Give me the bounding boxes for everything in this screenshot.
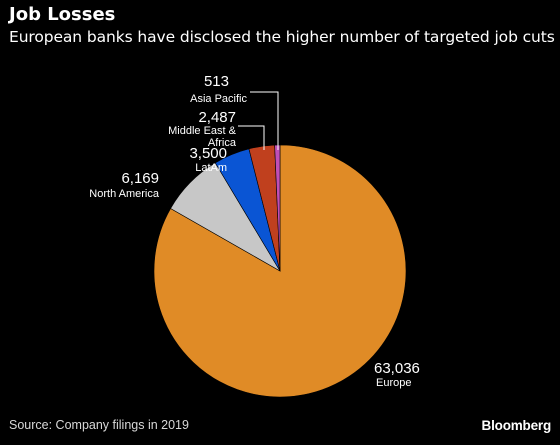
pie-slice-asia-pacific [274,144,281,272]
source-note: Source: Company filings in 2019 [9,418,189,432]
category-label-north-america: North America [89,188,160,200]
brand-logo: Bloomberg [481,418,552,433]
value-label-asia-pacific: 513 [204,73,229,90]
value-label-latam: 3,500 [189,145,227,162]
chart-subtitle: European banks have disclosed the higher… [9,28,555,46]
leader-line-middle-east-africa [238,125,265,150]
category-label-asia-pacific: Asia Pacific [190,93,247,105]
value-label-north-america: 6,169 [121,170,159,187]
pie-slice-europe [153,144,407,398]
chart-title: Job Losses [9,4,116,25]
leader-line-asia-pacific [250,91,279,150]
value-label-middle-east-africa: 2,487 [198,109,236,126]
category-label-europe: Europe [376,377,411,389]
category-label-middle-east-africa: Middle East & [168,125,237,137]
pie-slices [153,144,407,398]
category-label-middle-east-africa: Africa [208,137,237,149]
value-label-europe: 63,036 [374,360,420,377]
category-label-latam: LatAm [195,162,227,174]
